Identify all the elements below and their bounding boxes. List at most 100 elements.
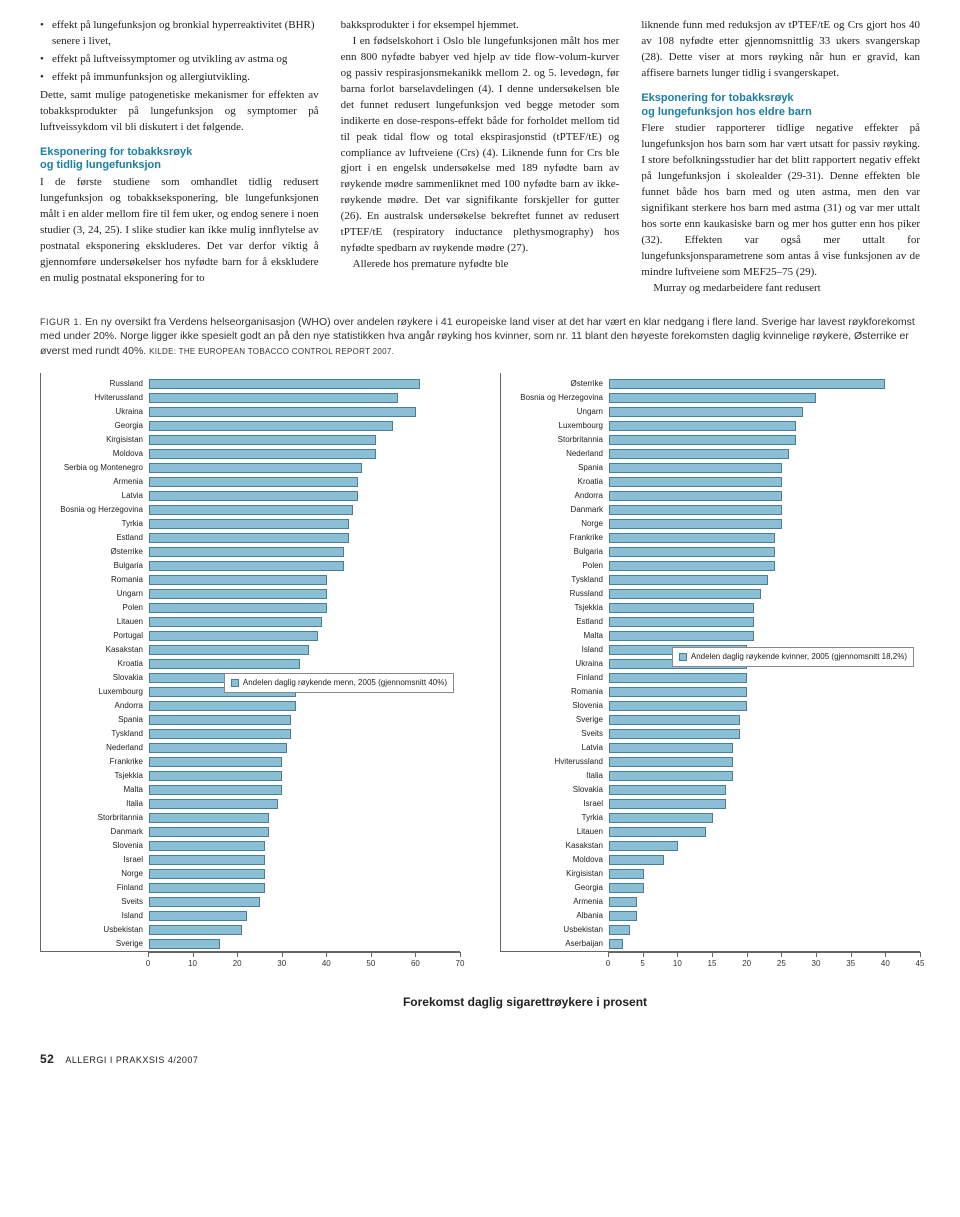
bar-row: Nederland — [501, 447, 920, 461]
bar — [149, 407, 416, 417]
bar-row: Storbritannia — [41, 811, 460, 825]
bar-label: Litauen — [501, 826, 609, 838]
bar-label: Romania — [41, 574, 149, 586]
bar-label: Kirgisistan — [41, 434, 149, 446]
bar — [149, 827, 269, 837]
bar-row: Norge — [501, 517, 920, 531]
bar — [149, 743, 287, 753]
bar-row: Østerrike — [41, 545, 460, 559]
bar — [609, 701, 747, 711]
bar — [609, 435, 796, 445]
bar-row: Armenia — [501, 895, 920, 909]
bar-row: Polen — [41, 601, 460, 615]
bar-row: Kirgisistan — [501, 867, 920, 881]
tick-label: 15 — [708, 958, 717, 970]
bar-label: Latvia — [41, 490, 149, 502]
bar — [149, 393, 398, 403]
bar — [609, 757, 733, 767]
bar — [609, 547, 775, 557]
bar-row: Latvia — [41, 489, 460, 503]
bar-row: Storbritannia — [501, 433, 920, 447]
bar-row: Ungarn — [501, 405, 920, 419]
bar-row: Danmark — [501, 503, 920, 517]
bar — [149, 575, 327, 585]
bar-row: Sverige — [501, 713, 920, 727]
bar — [609, 631, 754, 641]
bar-row: Ungarn — [41, 587, 460, 601]
bar-row: Kroatia — [41, 657, 460, 671]
bar-row: Georgia — [41, 419, 460, 433]
bar — [609, 855, 664, 865]
bar-label: Ungarn — [41, 588, 149, 600]
bar — [149, 505, 353, 515]
bar-label: Portugal — [41, 630, 149, 642]
bar-row: Finland — [41, 881, 460, 895]
bar — [149, 925, 242, 935]
bar-row: Romania — [41, 573, 460, 587]
legend-text: Andelen daglig røykende menn, 2005 (gjen… — [243, 678, 447, 687]
bar — [149, 729, 291, 739]
bar — [609, 771, 733, 781]
bar-label: Polen — [501, 560, 609, 572]
bar-label: Kirgisistan — [501, 868, 609, 880]
bar-label: Kroatia — [41, 658, 149, 670]
bar-row: Frankrike — [501, 531, 920, 545]
bar — [149, 911, 247, 921]
bar-label: Spania — [501, 462, 609, 474]
bar-label: Frankrike — [501, 532, 609, 544]
paragraph: Allerede hos premature nyfødte ble — [341, 257, 620, 273]
bar — [609, 673, 747, 683]
bar-label: Slovenia — [41, 840, 149, 852]
bar-row: Sverige — [41, 937, 460, 951]
tick-label: 40 — [881, 958, 890, 970]
bar-label: Norge — [41, 868, 149, 880]
bar-label: Israel — [41, 854, 149, 866]
bar-row: Tyrkia — [501, 811, 920, 825]
bar — [609, 561, 775, 571]
bar — [149, 561, 344, 571]
bar-row: Slovakia — [501, 783, 920, 797]
bar-row: Serbia og Montenegro — [41, 461, 460, 475]
bar-label: Hviterussland — [41, 392, 149, 404]
bar-label: Østerrike — [41, 546, 149, 558]
paragraph: liknende funn med reduksjon av tPTEF/tE … — [641, 18, 920, 82]
paragraph: Murray og medarbeidere fant redusert — [641, 281, 920, 297]
bar-label: Slovakia — [501, 784, 609, 796]
bar-label: Kasakstan — [501, 840, 609, 852]
bar — [609, 449, 789, 459]
column-3: liknende funn med reduksjon av tPTEF/tE … — [641, 18, 920, 297]
bar-row: Nederland — [41, 741, 460, 755]
tick-label: 50 — [366, 958, 375, 970]
bar-label: Moldova — [501, 854, 609, 866]
bar — [609, 925, 630, 935]
bullet-item: effekt på lungefunksjon og bronkial hype… — [40, 18, 319, 50]
bar — [609, 883, 644, 893]
bar-row: Albania — [501, 909, 920, 923]
bar — [609, 715, 740, 725]
bar — [149, 491, 358, 501]
bar — [609, 841, 678, 851]
bar-row: Polen — [501, 559, 920, 573]
bar-label: Georgia — [41, 420, 149, 432]
subheading: Eksponering for tobakksrøyk og tidlig lu… — [40, 146, 319, 174]
bar — [149, 589, 327, 599]
bar — [149, 617, 322, 627]
bullet-list: effekt på lungefunksjon og bronkial hype… — [40, 18, 319, 86]
bar — [609, 393, 816, 403]
bar-label: Usbekistan — [501, 924, 609, 936]
bar — [609, 813, 713, 823]
bar-row: Hviterussland — [41, 391, 460, 405]
bar-row: Israel — [41, 853, 460, 867]
bar-label: Hviterussland — [501, 756, 609, 768]
bar — [609, 603, 754, 613]
bar-row: Island — [41, 909, 460, 923]
tick-label: 10 — [673, 958, 682, 970]
figure-source: KILDE: THE EUROPEAN TOBACCO CONTROL REPO… — [149, 347, 394, 356]
bar-row: Ukraina — [41, 405, 460, 419]
tick-label: 30 — [277, 958, 286, 970]
subheading: Eksponering for tobakksrøyk og lungefunk… — [641, 92, 920, 120]
bar-row: Russland — [501, 587, 920, 601]
tick-label: 60 — [411, 958, 420, 970]
bar-label: Tsjekkia — [41, 770, 149, 782]
bar-label: Bosnia og Herzegovina — [501, 392, 609, 404]
